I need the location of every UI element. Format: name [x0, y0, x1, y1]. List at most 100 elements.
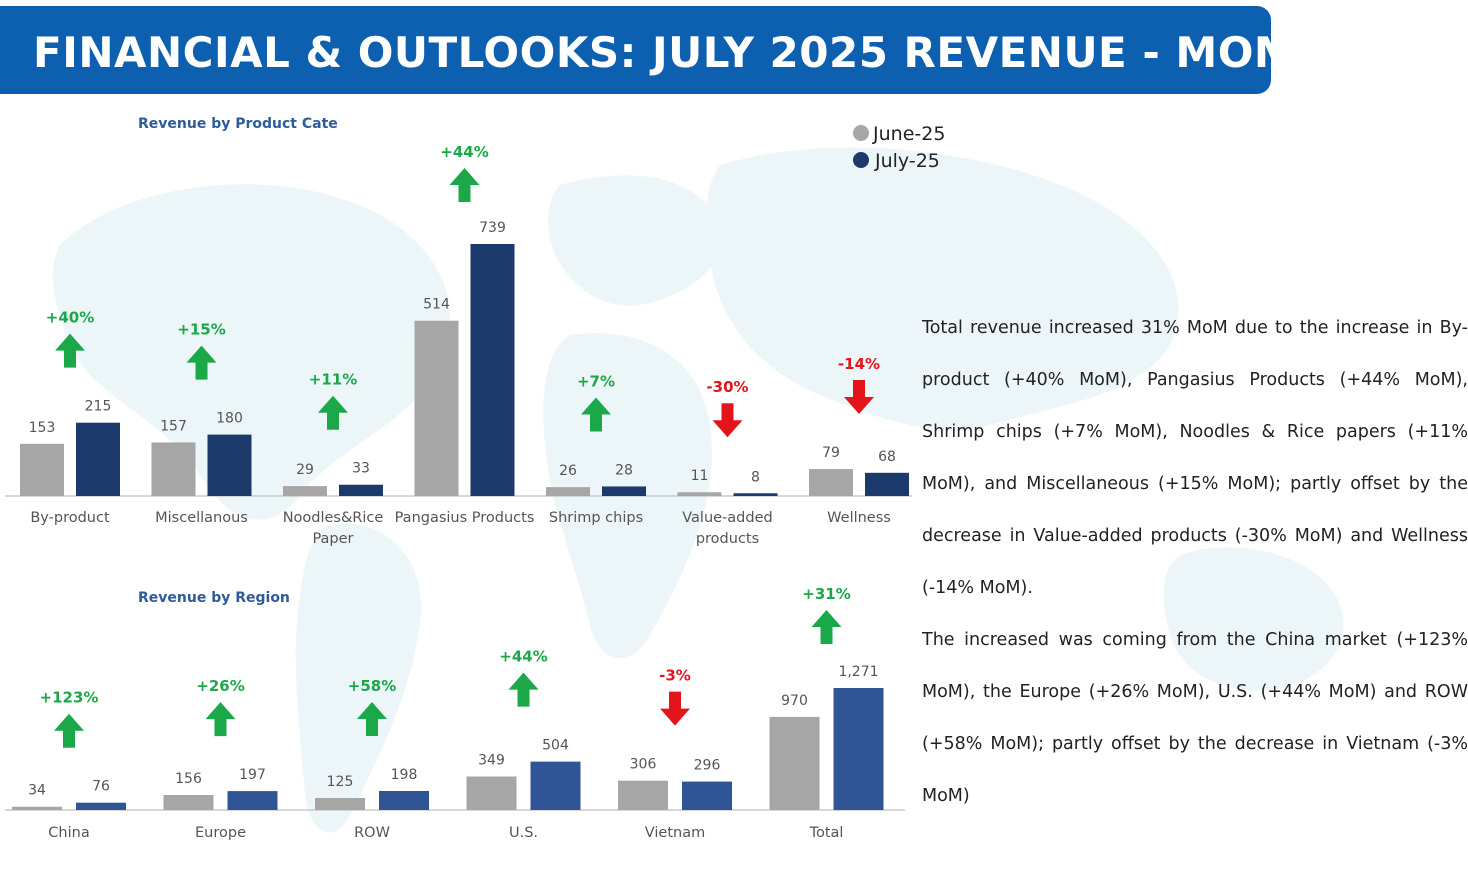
- product-bar-june-2: [283, 486, 327, 496]
- product-bar-july-6: [865, 472, 909, 496]
- region-mom-change-3: +44%: [499, 648, 547, 666]
- product-value-july-5: 8: [751, 469, 760, 485]
- page-header: FINANCIAL & OUTLOOKS: JULY 2025 REVENUE …: [0, 6, 1296, 94]
- region-bar-july-5: [833, 688, 884, 810]
- legend-june-marker: [853, 125, 869, 141]
- product-category-label-5: Value-added products: [682, 510, 772, 547]
- product-bar-june-5: [677, 492, 722, 496]
- product-mom-change-1: +15%: [177, 321, 225, 339]
- product-value-june-4: 26: [559, 463, 577, 479]
- region-bar-june-4: [618, 780, 668, 810]
- region-chart-title: Revenue by Region: [138, 590, 290, 606]
- product-category-label-3: Pangasius Products: [395, 510, 535, 526]
- region-arrow-up-icon-2: [357, 701, 387, 736]
- region-mom-change-5: +31%: [802, 585, 850, 603]
- product-bar-july-2: [339, 484, 383, 496]
- product-value-june-6: 79: [822, 445, 840, 461]
- region-mom-change-1: +26%: [196, 677, 244, 695]
- product-bar-june-0: [20, 443, 64, 496]
- region-value-july-1: 197: [239, 767, 266, 783]
- product-arrow-down-icon-6: [844, 380, 874, 415]
- region-category-label-4: Vietnam: [645, 825, 705, 841]
- revenue-by-product-chart: Revenue by Product Cate 153 215 By-product…: [5, 116, 912, 547]
- product-value-july-1: 180: [216, 411, 243, 427]
- region-value-july-5: 1,271: [838, 664, 878, 680]
- product-bar-june-4: [546, 487, 590, 496]
- region-arrow-up-icon-5: [811, 610, 842, 644]
- region-category-label-3: U.S.: [509, 825, 538, 841]
- product-bar-june-1: [151, 442, 196, 496]
- region-bar-july-2: [379, 790, 429, 810]
- legend-june-label: June-25: [872, 123, 945, 145]
- commentary-paragraph-1: Total revenue increased 31% MoM due to t…: [922, 318, 1468, 598]
- region-value-june-4: 306: [630, 757, 657, 773]
- region-mom-change-4: -3%: [659, 667, 691, 685]
- product-value-july-6: 68: [878, 449, 896, 465]
- region-value-july-4: 296: [694, 758, 721, 774]
- region-value-july-3: 504: [542, 738, 569, 754]
- product-bar-june-3: [414, 320, 459, 496]
- region-arrow-down-icon-4: [660, 691, 690, 726]
- region-value-july-0: 76: [92, 779, 110, 795]
- region-bar-july-3: [530, 761, 581, 810]
- product-arrow-up-icon-1: [186, 345, 217, 380]
- product-category-label-6: Wellness: [827, 510, 891, 526]
- region-value-july-2: 198: [391, 767, 418, 783]
- product-bar-june-6: [809, 469, 853, 496]
- product-arrow-up-icon-4: [581, 397, 611, 432]
- region-category-label-1: Europe: [195, 825, 246, 841]
- commentary-panel: Total revenue increased 31% MoM due to t…: [922, 302, 1468, 822]
- commentary-paragraph-2: The increased was coming from the China …: [922, 630, 1468, 806]
- region-bar-july-4: [682, 781, 732, 810]
- product-category-label-4: Shrimp chips: [549, 510, 643, 526]
- region-arrow-up-icon-0: [54, 713, 84, 748]
- product-value-june-1: 157: [160, 418, 187, 434]
- region-bar-june-1: [163, 795, 214, 810]
- region-arrow-up-icon-1: [205, 702, 236, 737]
- product-bar-july-5: [733, 493, 778, 496]
- region-value-june-0: 34: [28, 783, 46, 799]
- product-arrow-up-icon-2: [318, 395, 348, 430]
- region-bar-june-0: [12, 806, 62, 810]
- product-mom-change-0: +40%: [46, 309, 94, 327]
- product-arrow-down-icon-5: [712, 403, 743, 438]
- product-category-label-2: Noodles&Rice Paper: [283, 510, 384, 547]
- product-value-june-0: 153: [29, 420, 56, 436]
- region-mom-change-0: +123%: [40, 689, 99, 707]
- product-bar-july-4: [602, 486, 646, 496]
- product-arrow-up-icon-0: [55, 333, 85, 368]
- revenue-by-region-chart: Revenue by Region 34 76 China +123% 156 197 Eu…: [5, 585, 905, 841]
- region-bar-june-2: [315, 798, 365, 810]
- legend-july-label: July-25: [874, 150, 940, 172]
- product-mom-change-5: -30%: [706, 378, 748, 396]
- region-value-june-2: 125: [327, 774, 354, 790]
- product-bar-july-3: [470, 244, 515, 496]
- product-mom-change-4: +7%: [577, 372, 615, 390]
- product-mom-change-6: -14%: [838, 355, 880, 373]
- region-bar-june-5: [769, 716, 820, 810]
- product-value-july-4: 28: [615, 462, 633, 478]
- product-category-label-1: Miscellanous: [155, 510, 248, 526]
- region-value-june-5: 970: [781, 693, 808, 709]
- charts-area: Revenue by Product Cate 153 215 By-product…: [5, 116, 945, 841]
- chart-legend: June-25 July-25: [853, 123, 945, 172]
- product-value-june-5: 11: [691, 468, 709, 484]
- region-category-label-0: China: [48, 825, 89, 841]
- region-category-label-2: ROW: [354, 825, 390, 841]
- product-category-label-0: By-product: [30, 510, 110, 526]
- region-value-june-1: 156: [175, 771, 202, 787]
- region-bar-july-0: [76, 802, 126, 810]
- page-title: FINANCIAL & OUTLOOKS: JULY 2025 REVENUE …: [33, 28, 1297, 77]
- region-mom-change-2: +58%: [348, 677, 396, 695]
- region-bar-june-3: [466, 776, 517, 810]
- product-chart-title: Revenue by Product Cate: [138, 116, 338, 132]
- product-value-july-3: 739: [479, 220, 506, 236]
- product-bar-july-0: [76, 422, 120, 496]
- product-arrow-up-icon-3: [449, 168, 480, 202]
- product-value-june-3: 514: [423, 297, 450, 313]
- product-value-june-2: 29: [296, 462, 314, 478]
- region-arrow-up-icon-3: [508, 672, 539, 707]
- product-value-july-2: 33: [352, 461, 370, 477]
- product-value-july-0: 215: [85, 399, 112, 415]
- legend-july-marker: [853, 152, 869, 168]
